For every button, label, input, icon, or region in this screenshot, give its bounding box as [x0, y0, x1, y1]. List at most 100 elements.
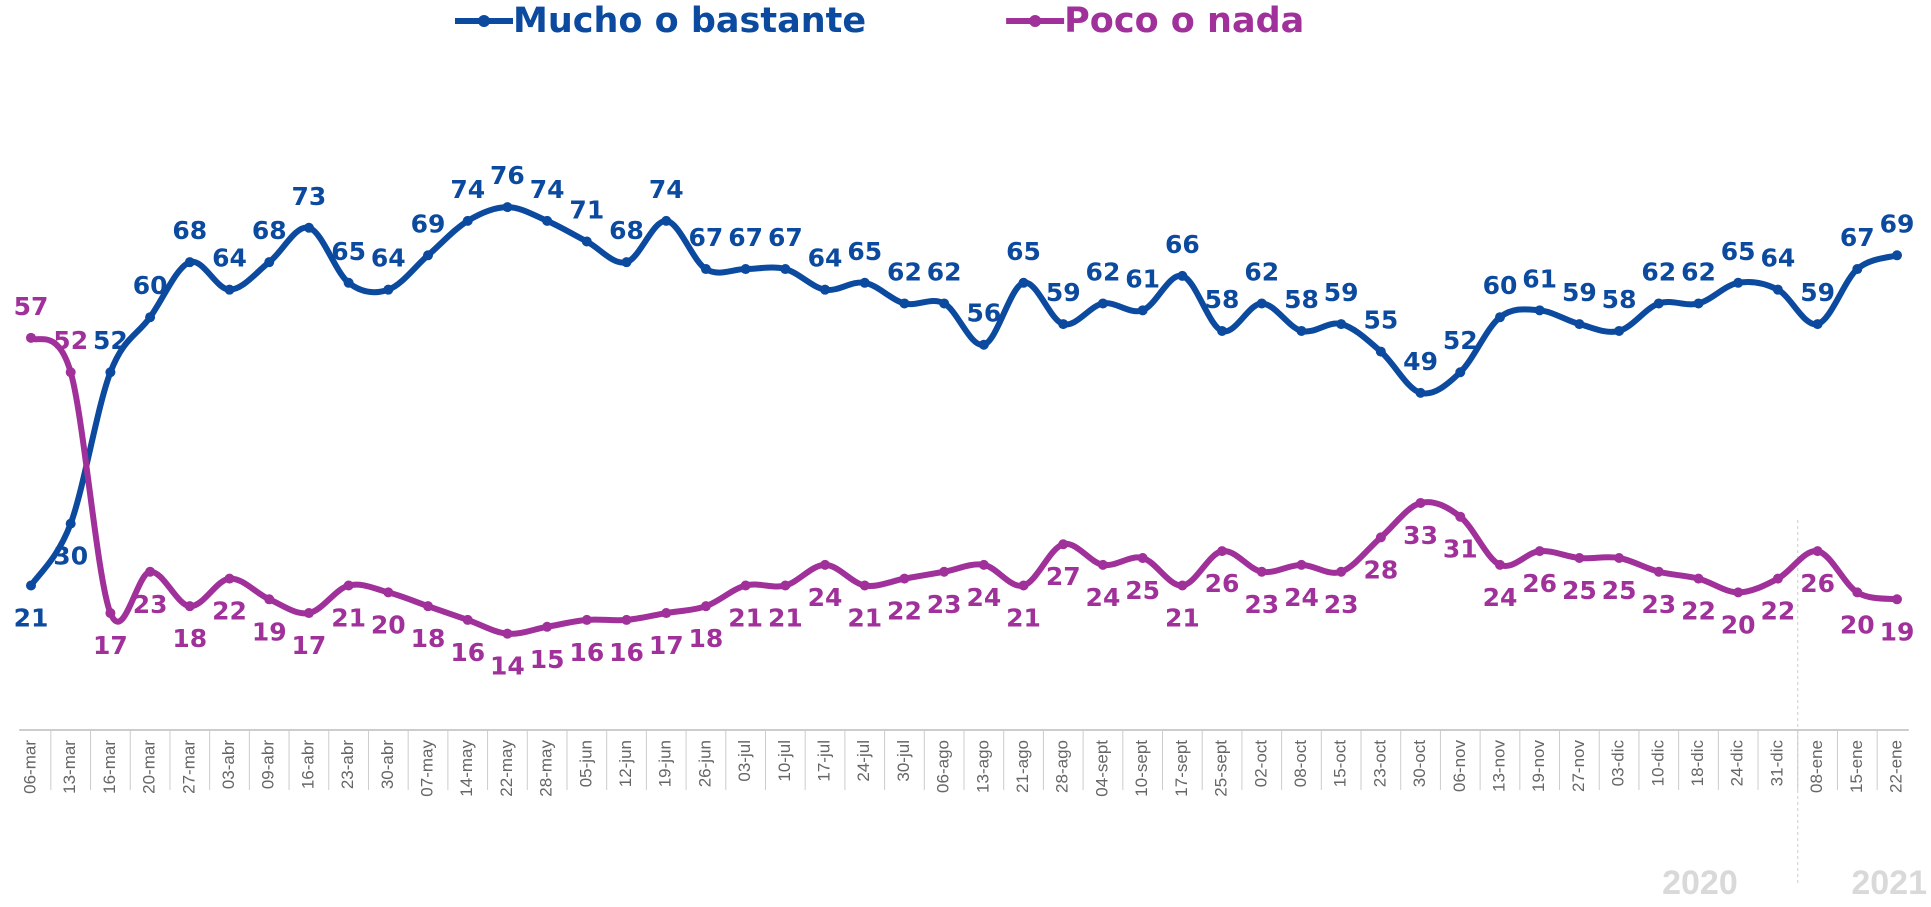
marker [1534, 305, 1545, 316]
data-label: 61 [1125, 264, 1160, 293]
marker [1892, 594, 1902, 605]
marker [1733, 587, 1744, 598]
marker [1653, 298, 1664, 309]
marker [1455, 511, 1466, 522]
marker [1892, 250, 1902, 261]
x-tick-label: 10-dic [1648, 740, 1667, 787]
data-label: 22 [212, 597, 247, 626]
x-tick-label: 10-sept [1132, 740, 1151, 797]
data-label: 20 [1721, 610, 1756, 639]
x-tick-label: 21-ago [1013, 740, 1032, 793]
marker [1058, 319, 1069, 330]
x-tick-label: 30-jul [894, 740, 913, 782]
marker [661, 215, 672, 226]
data-label: 21 [728, 604, 763, 633]
data-label: 24 [1284, 583, 1319, 612]
legend-marker [1029, 15, 1042, 27]
x-tick-label: 30-abr [378, 740, 397, 789]
data-label: 21 [331, 604, 366, 633]
x-tick-label: 06-nov [1450, 740, 1469, 792]
marker [1256, 566, 1267, 577]
x-tick-label: 20-mar [140, 740, 159, 794]
data-label: 23 [1641, 590, 1676, 619]
marker [184, 601, 195, 612]
data-label: 25 [1602, 576, 1637, 605]
data-label: 76 [490, 161, 525, 190]
marker [462, 614, 473, 625]
data-label: 65 [847, 237, 882, 266]
data-label: 58 [1284, 285, 1319, 314]
marker [820, 559, 831, 570]
data-label: 31 [1443, 535, 1478, 564]
marker [581, 614, 592, 625]
x-tick-label: 19-nov [1529, 740, 1548, 792]
x-tick-label: 13-mar [60, 740, 79, 794]
data-label: 28 [1363, 555, 1398, 584]
data-label: 65 [331, 237, 366, 266]
marker [303, 222, 314, 233]
x-tick-label: 13-nov [1489, 740, 1508, 792]
x-tick-label: 27-mar [179, 740, 198, 794]
marker [740, 580, 751, 591]
data-label: 24 [1483, 583, 1518, 612]
data-label: 59 [1324, 278, 1359, 307]
legend-label: Mucho o bastante [513, 1, 866, 41]
marker [899, 573, 910, 584]
data-label: 22 [1760, 597, 1795, 626]
marker [740, 264, 751, 275]
marker [26, 332, 36, 343]
year-label: 2020 [1662, 864, 1738, 902]
data-label: 21 [768, 604, 803, 633]
data-label: 26 [1522, 569, 1557, 598]
data-label: 67 [728, 223, 763, 252]
marker [542, 215, 553, 226]
marker [1058, 539, 1069, 550]
x-tick-label: 25-sept [1212, 740, 1231, 797]
marker [1177, 580, 1188, 591]
line [28, 204, 1898, 588]
data-label: 21 [1006, 604, 1041, 633]
x-tick-label: 03-dic [1609, 740, 1628, 787]
data-label: 60 [1483, 271, 1518, 300]
marker [899, 298, 910, 309]
marker [978, 559, 989, 570]
data-label: 23 [927, 590, 962, 619]
data-label: 23 [133, 590, 168, 619]
marker [542, 621, 553, 632]
data-label: 74 [530, 175, 565, 204]
data-label: 67 [768, 223, 803, 252]
data-label: 68 [609, 216, 644, 245]
data-label: 64 [371, 244, 406, 273]
x-tick-label: 22-ene [1886, 740, 1905, 793]
data-label: 65 [1721, 237, 1756, 266]
marker [423, 250, 434, 261]
x-tick-label: 03-abr [219, 740, 238, 789]
legend-marker [478, 15, 490, 27]
year-label: 2021 [1851, 864, 1927, 902]
x-tick-label: 16-abr [298, 740, 317, 789]
data-label: 64 [808, 244, 843, 273]
x-tick-label: 08-ene [1807, 740, 1826, 793]
data-label: 16 [609, 638, 644, 667]
marker [264, 257, 275, 268]
marker [1494, 559, 1505, 570]
data-label: 21 [1165, 604, 1200, 633]
data-label: 62 [927, 257, 962, 286]
data-label: 21 [14, 604, 49, 633]
marker [264, 594, 275, 605]
data-label: 21 [847, 604, 882, 633]
marker [859, 580, 870, 591]
x-tick-label: 16-mar [100, 740, 119, 794]
marker [1177, 270, 1188, 281]
marker [978, 339, 989, 350]
data-label: 57 [14, 292, 49, 321]
marker [1574, 553, 1585, 563]
marker [1097, 298, 1108, 309]
data-label: 67 [1840, 223, 1875, 252]
marker [1137, 305, 1148, 316]
data-label: 60 [133, 271, 168, 300]
marker [1574, 319, 1585, 330]
x-tick-label: 22-may [497, 740, 516, 797]
data-label: 52 [1443, 326, 1478, 355]
data-label: 17 [649, 631, 684, 660]
